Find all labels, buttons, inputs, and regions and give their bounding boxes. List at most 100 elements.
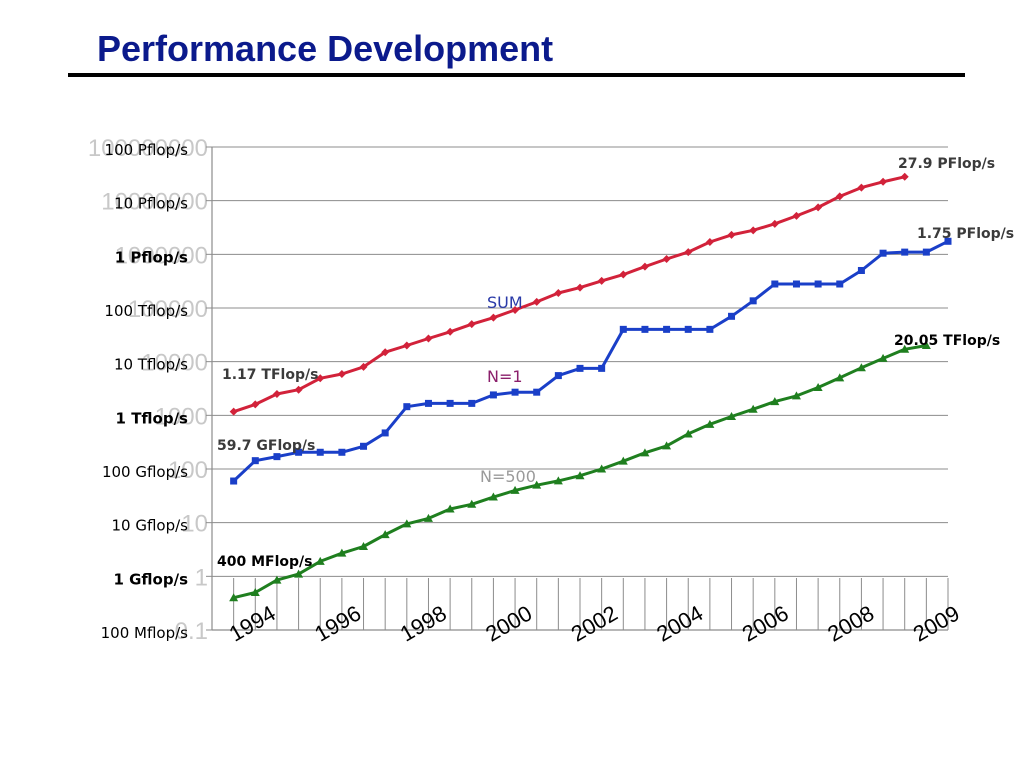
data-point-sum [879, 177, 888, 186]
data-point-n1 [554, 372, 562, 380]
y-tick-value: 100000000 [88, 135, 208, 162]
data-point-sum [576, 283, 584, 292]
x-tick-label: 2009 [909, 600, 964, 646]
data-point-n1 [489, 391, 497, 399]
slide-title: Performance Development [97, 28, 554, 69]
data-point-n1 [922, 248, 930, 256]
grid-layer [212, 146, 948, 631]
data-point-n1 [295, 448, 303, 456]
data-point-n500 [359, 541, 369, 550]
data-point-n1 [360, 442, 368, 450]
data-point-n1 [598, 364, 606, 372]
annotation-sum-end: 27.9 PFlop/s [898, 156, 995, 172]
y-tick-label: 100 Mflop/s [101, 624, 189, 642]
data-point-n500 [380, 530, 390, 539]
data-point-n1 [792, 280, 800, 288]
data-point-n500 [705, 419, 715, 428]
data-point-n500 [683, 429, 693, 438]
y-tick-label: 10 Tflop/s [114, 356, 188, 374]
data-point-sum [316, 374, 325, 383]
data-point-n1 [814, 280, 822, 288]
series-line-n1 [232, 239, 949, 483]
data-point-sum [554, 289, 563, 298]
y-tick-label: 1 Tflop/s [116, 409, 189, 427]
data-point-n1 [424, 399, 432, 407]
title-underline [68, 73, 965, 77]
y-tick-value: 10000000 [101, 189, 208, 216]
data-point-sum [640, 262, 649, 271]
data-point-n500 [250, 587, 260, 596]
data-point-sum [597, 276, 606, 285]
data-point-n500 [575, 471, 585, 480]
data-point-n500 [770, 397, 780, 406]
data-point-n1 [576, 364, 584, 372]
data-point-n500 [510, 485, 520, 494]
data-point-n1 [446, 399, 454, 407]
x-label-layer: 1994 1996 1998 2000 2002 2004 2006 2008 2009 [225, 600, 964, 646]
data-point-n500 [662, 441, 672, 450]
data-point-n500 [488, 492, 498, 501]
data-point-n1 [533, 388, 541, 396]
data-point-sum [511, 305, 520, 314]
y-tick-value: 100000 [128, 296, 208, 323]
data-point-sum [337, 369, 346, 378]
data-point-n1 [771, 280, 779, 288]
data-point-sum [727, 230, 736, 239]
annotation-layer: SUM N=1 N=500 1.17 TFlop/s 27.9 PFlop/s … [217, 156, 1014, 570]
data-point-n1 [511, 388, 519, 396]
y-tick-value: 1 [195, 564, 208, 591]
data-point-sum [489, 313, 498, 322]
data-point-sum [900, 172, 909, 181]
annotation-n500-start: 400 MFlop/s [217, 554, 312, 570]
x-tick-label: 1996 [310, 600, 365, 646]
data-point-n1 [619, 325, 627, 333]
data-point-sum [402, 341, 411, 350]
data-point-n500 [272, 575, 282, 584]
data-point-n500 [748, 404, 758, 413]
data-point-sum [381, 348, 390, 357]
series-label-n500: N=500 [480, 467, 536, 486]
data-point-n500 [423, 513, 433, 522]
data-point-n1 [403, 403, 411, 411]
y-tick-value: 1000000 [115, 242, 208, 269]
x-tick-label: 2006 [738, 600, 793, 646]
data-point-n1 [663, 325, 671, 333]
data-point-sum [857, 183, 866, 192]
data-point-n1 [316, 448, 324, 456]
data-point-n500 [878, 353, 888, 362]
axis-layer [206, 146, 949, 631]
data-point-n1 [338, 448, 346, 456]
data-point-n500 [835, 373, 845, 382]
y-tick-label: 10 Gflop/s [112, 517, 189, 535]
x-tick-label: 2004 [652, 600, 707, 646]
data-point-n1 [381, 429, 389, 437]
data-point-n500 [597, 464, 607, 473]
data-point-sum [251, 400, 260, 409]
data-point-n500 [856, 363, 866, 372]
data-point-n500 [229, 593, 239, 602]
x-tick-label: 2000 [481, 600, 536, 646]
data-point-n1 [706, 325, 714, 333]
data-point-sum [684, 248, 693, 257]
data-point-n1 [857, 266, 865, 274]
data-point-n1 [944, 237, 952, 245]
data-point-sum [446, 327, 455, 336]
data-point-sum [424, 334, 433, 343]
y-tick-value: 100 [168, 457, 208, 484]
data-point-n500 [640, 448, 650, 457]
data-point-sum [272, 389, 281, 398]
data-point-sum [229, 407, 238, 416]
y-tick-value: 10000 [141, 350, 208, 377]
data-point-n1 [836, 280, 844, 288]
y-tick-label: 1 Pflop/s [115, 248, 188, 266]
data-point-n500 [532, 480, 542, 489]
data-point-n1 [230, 477, 238, 485]
series-layer [229, 172, 952, 602]
data-point-n500 [813, 383, 823, 392]
annotation-n500-end: 20.05 TFlop/s [894, 333, 1000, 349]
data-point-n1 [251, 457, 259, 465]
data-point-n1 [468, 399, 476, 407]
data-point-n1 [273, 453, 281, 461]
data-point-n1 [728, 312, 736, 320]
y-tick-label: 1 Gflop/s [113, 570, 188, 588]
